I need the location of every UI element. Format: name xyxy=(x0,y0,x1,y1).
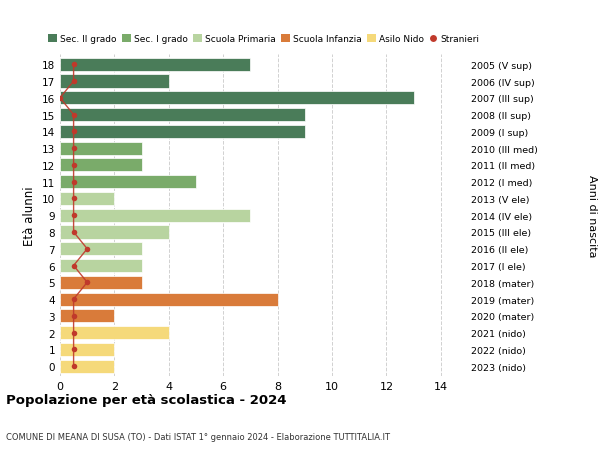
Bar xyxy=(60,75,169,89)
Point xyxy=(69,78,79,85)
Bar xyxy=(60,310,115,323)
Point xyxy=(69,212,79,219)
Bar xyxy=(60,192,115,206)
Point xyxy=(69,262,79,269)
Point xyxy=(55,95,65,102)
Point xyxy=(69,145,79,152)
Point xyxy=(69,62,79,69)
Bar xyxy=(60,125,305,139)
Legend: Sec. II grado, Sec. I grado, Scuola Primaria, Scuola Infanzia, Asilo Nido, Stran: Sec. II grado, Sec. I grado, Scuola Prim… xyxy=(49,35,479,44)
Point xyxy=(69,129,79,136)
Bar xyxy=(60,343,115,356)
Point xyxy=(69,329,79,336)
Bar xyxy=(60,243,142,256)
Point xyxy=(69,229,79,236)
Text: COMUNE DI MEANA DI SUSA (TO) - Dati ISTAT 1° gennaio 2024 - Elaborazione TUTTITA: COMUNE DI MEANA DI SUSA (TO) - Dati ISTA… xyxy=(6,431,390,441)
Bar xyxy=(60,159,142,172)
Point xyxy=(69,296,79,303)
Point xyxy=(69,196,79,203)
Text: Anni di nascita: Anni di nascita xyxy=(587,174,597,257)
Bar xyxy=(60,326,169,339)
Bar xyxy=(60,360,115,373)
Point xyxy=(69,179,79,186)
Bar xyxy=(60,142,142,155)
Bar xyxy=(60,59,250,72)
Y-axis label: Età alunni: Età alunni xyxy=(23,186,37,246)
Point xyxy=(69,313,79,320)
Bar xyxy=(60,293,278,306)
Point xyxy=(69,162,79,169)
Bar xyxy=(60,176,196,189)
Bar xyxy=(60,259,142,273)
Bar xyxy=(60,276,142,289)
Bar xyxy=(60,226,169,239)
Text: Popolazione per età scolastica - 2024: Popolazione per età scolastica - 2024 xyxy=(6,393,287,406)
Point xyxy=(82,246,92,253)
Bar xyxy=(60,92,413,105)
Bar xyxy=(60,209,250,222)
Point xyxy=(82,279,92,286)
Point xyxy=(69,363,79,370)
Bar xyxy=(60,109,305,122)
Point xyxy=(69,112,79,119)
Point xyxy=(69,346,79,353)
